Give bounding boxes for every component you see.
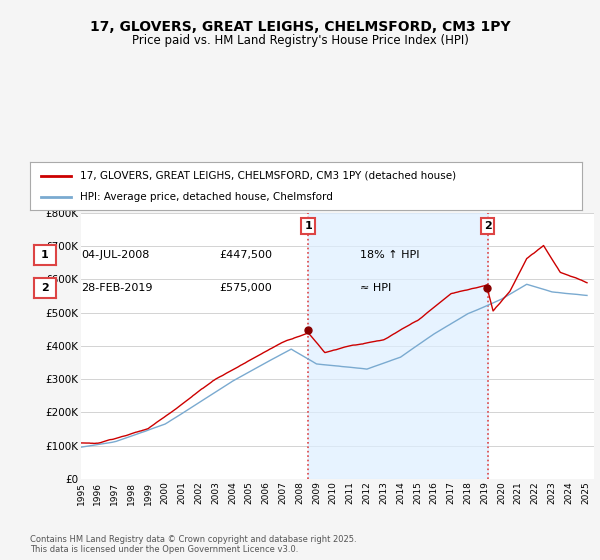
Text: 2: 2 xyxy=(484,221,491,231)
Text: 17, GLOVERS, GREAT LEIGHS, CHELMSFORD, CM3 1PY: 17, GLOVERS, GREAT LEIGHS, CHELMSFORD, C… xyxy=(89,20,511,34)
Text: 2: 2 xyxy=(41,283,49,293)
Text: Price paid vs. HM Land Registry's House Price Index (HPI): Price paid vs. HM Land Registry's House … xyxy=(131,34,469,46)
Text: 04-JUL-2008: 04-JUL-2008 xyxy=(81,250,149,260)
Text: 1: 1 xyxy=(41,250,49,260)
Text: £575,000: £575,000 xyxy=(219,283,272,293)
Text: 28-FEB-2019: 28-FEB-2019 xyxy=(81,283,152,293)
Text: HPI: Average price, detached house, Chelmsford: HPI: Average price, detached house, Chel… xyxy=(80,192,332,202)
Text: 1: 1 xyxy=(304,221,312,231)
Bar xyxy=(308,213,488,479)
Text: 18% ↑ HPI: 18% ↑ HPI xyxy=(360,250,419,260)
Text: £447,500: £447,500 xyxy=(219,250,272,260)
Text: 17, GLOVERS, GREAT LEIGHS, CHELMSFORD, CM3 1PY (detached house): 17, GLOVERS, GREAT LEIGHS, CHELMSFORD, C… xyxy=(80,171,456,181)
Text: Contains HM Land Registry data © Crown copyright and database right 2025.
This d: Contains HM Land Registry data © Crown c… xyxy=(30,535,356,554)
Text: ≈ HPI: ≈ HPI xyxy=(360,283,391,293)
